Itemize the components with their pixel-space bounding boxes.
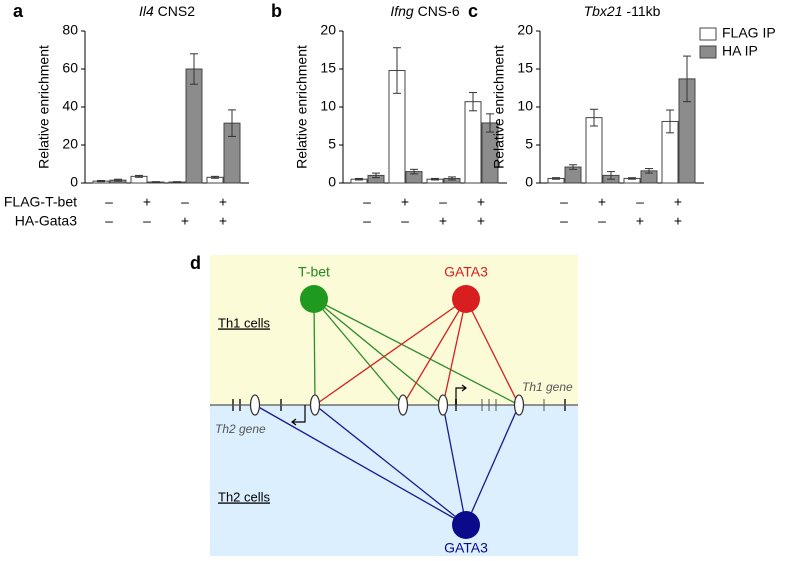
y-tick-label: 10 <box>517 98 533 114</box>
tss-arrows <box>291 384 467 426</box>
error-bar <box>372 172 380 179</box>
error-bar <box>448 176 456 181</box>
th1-region <box>210 255 578 405</box>
panel-label: a <box>13 1 24 21</box>
bar <box>585 117 603 184</box>
condition-label: HA-Gata3 <box>15 213 77 229</box>
panel-label: b <box>271 1 282 21</box>
condition-sign: + <box>674 194 682 210</box>
y-tick-label: 15 <box>517 60 533 76</box>
error-bar <box>114 178 122 182</box>
chart-title: Ifng CNS-6 <box>390 3 459 19</box>
y-tick-label: 60 <box>62 60 78 76</box>
condition-sign: – <box>560 194 568 210</box>
condition-sign: + <box>219 194 227 210</box>
bar <box>185 68 203 184</box>
error-bar <box>135 174 143 178</box>
legend-swatch <box>699 45 717 59</box>
panel-label: d <box>190 253 201 273</box>
condition-sign: – <box>105 213 113 229</box>
error-bar <box>469 92 477 112</box>
error-bar <box>607 171 615 180</box>
chart-title: Il4 CNS2 <box>139 3 195 19</box>
panel-label: c <box>468 1 478 21</box>
condition-sign: – <box>439 194 447 210</box>
y-tick-label: 0 <box>328 174 336 190</box>
y-tick-label: 5 <box>328 136 336 152</box>
legend-swatch <box>699 27 717 41</box>
error-bar <box>410 168 418 175</box>
node-label: GATA3 <box>444 264 488 280</box>
condition-sign: + <box>477 194 485 210</box>
error-bar <box>431 177 439 181</box>
y-axis-label: Relative enrichment <box>294 45 310 169</box>
y-tick-label: 40 <box>62 98 78 114</box>
condition-sign: + <box>674 213 682 229</box>
chart-title: Tbx21 -11kb <box>584 3 661 19</box>
condition-sign: – <box>401 213 409 229</box>
error-bar <box>666 109 674 134</box>
node-label: GATA3 <box>444 540 488 556</box>
condition-sign: – <box>560 213 568 229</box>
node <box>452 285 480 313</box>
condition-label: FLAG-T-bet <box>4 194 77 210</box>
y-tick-label: 0 <box>70 174 78 190</box>
y-tick-label: 0 <box>525 174 533 190</box>
error-bar <box>190 53 198 85</box>
condition-sign: + <box>598 194 606 210</box>
connections <box>254 298 520 526</box>
error-bar <box>683 55 691 103</box>
y-axis-label: Relative enrichment <box>491 45 507 169</box>
error-bar <box>552 177 560 180</box>
node <box>452 511 480 539</box>
error-bar <box>569 164 577 170</box>
legend-label: HA IP <box>722 43 758 59</box>
node <box>300 285 328 313</box>
condition-sign: – <box>363 213 371 229</box>
binding-sites <box>249 394 525 416</box>
error-bar <box>393 47 401 94</box>
y-tick-label: 20 <box>320 22 336 38</box>
th1-label: Th1 cells <box>218 315 271 330</box>
error-bar <box>211 175 219 179</box>
error-bar <box>97 180 105 183</box>
exon-ticks <box>232 399 566 411</box>
condition-sign: + <box>439 213 447 229</box>
condition-sign: – <box>143 213 151 229</box>
y-tick-label: 15 <box>320 60 336 76</box>
error-bar <box>173 181 181 183</box>
condition-sign: – <box>636 194 644 210</box>
error-bar <box>486 113 494 133</box>
th2-label: Th2 cells <box>218 489 271 504</box>
y-axis-label: Relative enrichment <box>36 45 52 169</box>
condition-sign: – <box>363 194 371 210</box>
error-bar <box>645 168 653 174</box>
y-tick-label: 20 <box>517 22 533 38</box>
condition-sign: + <box>477 213 485 229</box>
error-bar <box>152 181 160 183</box>
y-tick-label: 10 <box>320 98 336 114</box>
bar <box>464 101 482 184</box>
condition-sign: – <box>181 194 189 210</box>
legend-label: FLAG IP <box>722 25 776 41</box>
error-bar <box>628 177 636 180</box>
y-tick-label: 20 <box>62 136 78 152</box>
condition-sign: + <box>636 213 644 229</box>
condition-sign: + <box>181 213 189 229</box>
th2-region <box>210 405 578 556</box>
condition-sign: – <box>598 213 606 229</box>
condition-sign: + <box>401 194 409 210</box>
condition-sign: + <box>219 213 227 229</box>
gene-label: Th1 gene <box>522 380 573 394</box>
condition-sign: – <box>105 194 113 210</box>
y-tick-label: 5 <box>525 136 533 152</box>
error-bar <box>228 109 236 137</box>
error-bar <box>590 108 598 127</box>
node-label: T-bet <box>298 264 330 280</box>
y-tick-label: 80 <box>62 22 78 38</box>
gene-label: Th2 gene <box>215 422 266 436</box>
error-bar <box>355 177 363 181</box>
condition-sign: + <box>143 194 151 210</box>
